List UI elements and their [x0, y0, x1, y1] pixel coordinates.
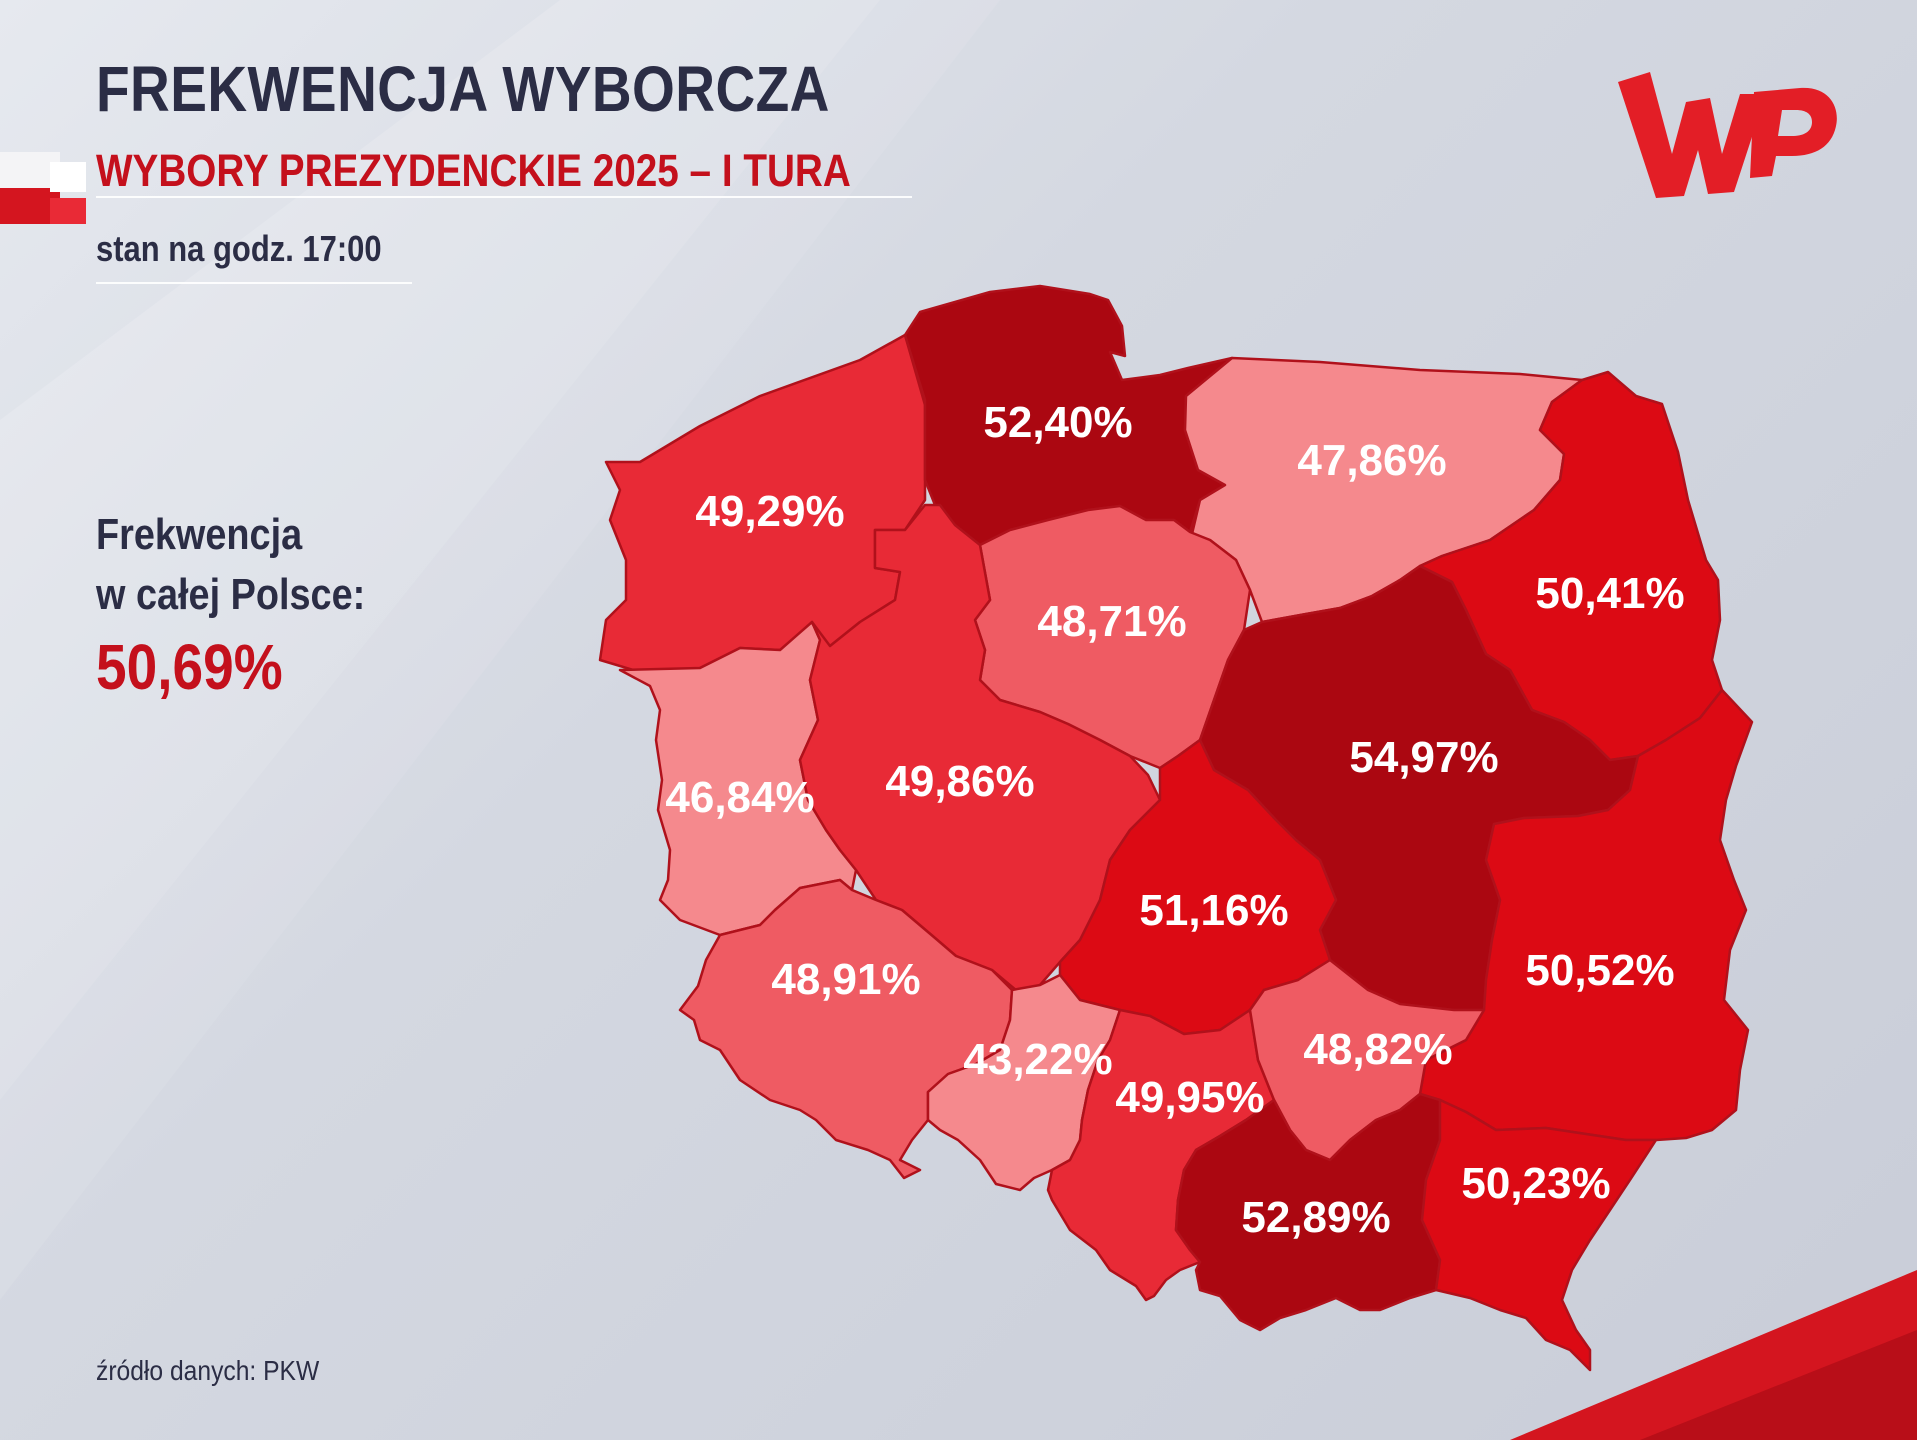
label-zachodniopomorskie: 49,29%: [695, 487, 844, 536]
national-turnout-value: 50,69%: [96, 631, 283, 703]
label-mazowieckie: 54,97%: [1349, 733, 1498, 782]
label-slaskie: 49,95%: [1115, 1073, 1264, 1122]
region-dolnoslaskie: [678, 878, 1014, 1180]
wp-logo-p: [1750, 87, 1837, 178]
label-warminsko-mazurskie: 47,86%: [1297, 436, 1446, 485]
wp-logo-w: [1618, 72, 1766, 198]
national-turnout-label-line2: w całej Polsce:: [96, 570, 366, 619]
region-wielkopolskie: [798, 503, 1162, 997]
label-lodzkie: 51,16%: [1139, 886, 1288, 935]
voivodeship-labels: 49,29% 52,40% 47,86% 50,41% 48,71% 46,84…: [665, 398, 1684, 1242]
label-podkarpackie: 50,23%: [1461, 1159, 1610, 1208]
label-opolskie: 43,22%: [963, 1035, 1112, 1084]
page-title: FREKWENCJA WYBORCZA: [96, 53, 830, 125]
label-lubelskie: 50,52%: [1525, 946, 1674, 995]
polish-flag-accent: [0, 152, 86, 226]
label-kujawsko-pomorskie: 48,71%: [1037, 597, 1186, 646]
data-source: źródło danych: PKW: [96, 1355, 320, 1386]
label-swietokrzyskie: 48,82%: [1303, 1025, 1452, 1074]
label-wielkopolskie: 49,86%: [885, 757, 1034, 806]
label-dolnoslaskie: 48,91%: [771, 955, 920, 1004]
wp-logo: [1618, 72, 1837, 198]
voivodeship-regions: [598, 284, 1754, 1372]
subtitle-divider: [96, 196, 912, 198]
status-timestamp: stan na godz. 17:00: [96, 228, 382, 269]
region-malopolskie: [1174, 1092, 1442, 1332]
label-pomorskie: 52,40%: [983, 398, 1132, 447]
national-turnout-label: Frekwencja w całej Polsce:: [96, 505, 365, 625]
national-turnout-label-line1: Frekwencja: [96, 510, 303, 559]
label-malopolskie: 52,89%: [1241, 1193, 1390, 1242]
region-podkarpackie: [1420, 1098, 1658, 1372]
timestamp-divider: [96, 282, 412, 284]
page-subtitle: WYBORY PREZYDENCKIE 2025 – I TURA: [96, 145, 851, 196]
label-lubuskie: 46,84%: [665, 773, 814, 822]
label-podlaskie: 50,41%: [1535, 569, 1684, 618]
